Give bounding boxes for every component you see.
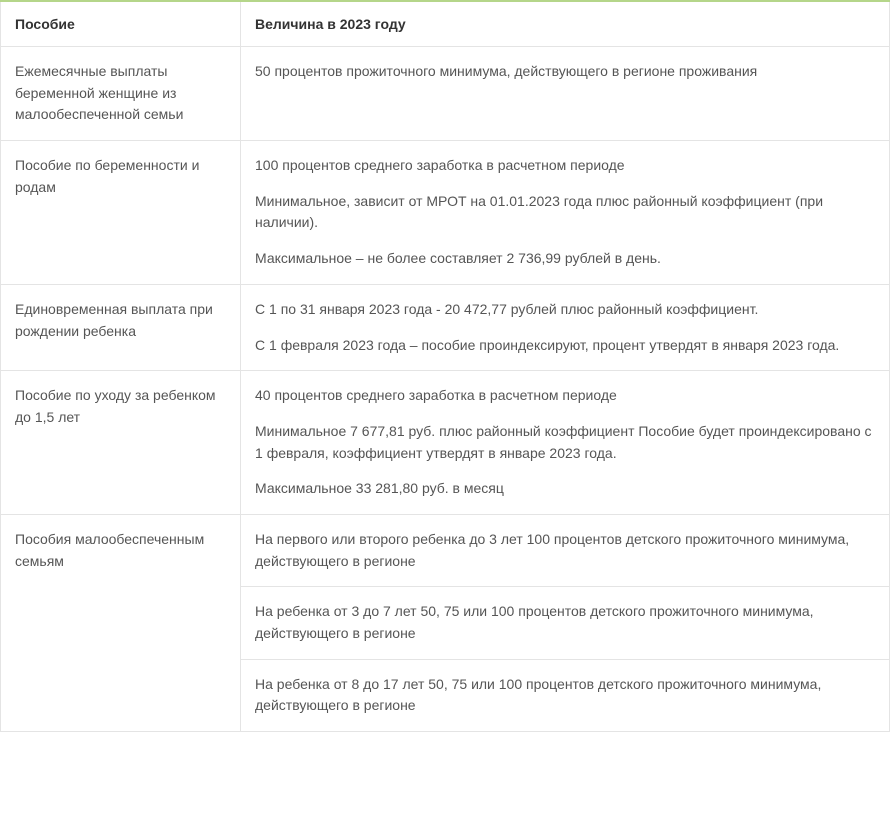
benefit-name-cell: Ежемесячные выплаты беременной женщине и… — [1, 47, 241, 141]
benefit-name-cell: Пособие по беременности и родам — [1, 141, 241, 285]
value-paragraph: С 1 по 31 января 2023 года - 20 472,77 р… — [255, 299, 875, 321]
benefit-value-cell: 40 процентов среднего заработка в расчет… — [241, 371, 890, 515]
table-row: Пособия малообеспеченным семьямНа первог… — [1, 514, 890, 586]
value-paragraph: Максимальное – не более составляет 2 736… — [255, 248, 875, 270]
benefit-value-cell: На первого или второго ребенка до 3 лет … — [241, 514, 890, 586]
benefit-value-cell: На ребенка от 3 до 7 лет 50, 75 или 100 … — [241, 587, 890, 659]
value-paragraph: С 1 февраля 2023 года – пособие проиндек… — [255, 335, 875, 357]
benefit-name-cell: Пособие по уходу за ребенком до 1,5 лет — [1, 371, 241, 515]
benefit-name-cell: Единовременная выплата при рождении ребе… — [1, 284, 241, 370]
value-paragraph: Минимальное 7 677,81 руб. плюс районный … — [255, 421, 875, 464]
table-header-row: Пособие Величина в 2023 году — [1, 1, 890, 47]
table-row: Единовременная выплата при рождении ребе… — [1, 284, 890, 370]
benefit-value-cell: На ребенка от 8 до 17 лет 50, 75 или 100… — [241, 659, 890, 731]
col-header-amount: Величина в 2023 году — [241, 1, 890, 47]
col-header-benefit: Пособие — [1, 1, 241, 47]
benefits-table: Пособие Величина в 2023 году Ежемесячные… — [0, 0, 890, 732]
benefit-value-cell: С 1 по 31 января 2023 года - 20 472,77 р… — [241, 284, 890, 370]
table-row: Пособие по беременности и родам 100 проце… — [1, 141, 890, 285]
table-row: Ежемесячные выплаты беременной женщине и… — [1, 47, 890, 141]
value-paragraph: Максимальное 33 281,80 руб. в месяц — [255, 478, 875, 500]
table-row: Пособие по уходу за ребенком до 1,5 лет 4… — [1, 371, 890, 515]
table-body: Ежемесячные выплаты беременной женщине и… — [1, 47, 890, 732]
value-paragraph: 50 процентов прожиточного минимума, дейс… — [255, 61, 875, 83]
value-paragraph: На первого или второго ребенка до 3 лет … — [255, 529, 875, 572]
value-paragraph: 100 процентов среднего заработка в расче… — [255, 155, 875, 177]
value-paragraph: Минимальное, зависит от МРОТ на 01.01.20… — [255, 191, 875, 234]
benefit-name-cell: Пособия малообеспеченным семьям — [1, 514, 241, 731]
value-paragraph: На ребенка от 8 до 17 лет 50, 75 или 100… — [255, 674, 875, 717]
value-paragraph: На ребенка от 3 до 7 лет 50, 75 или 100 … — [255, 601, 875, 644]
benefit-value-cell: 50 процентов прожиточного минимума, дейс… — [241, 47, 890, 141]
benefit-value-cell: 100 процентов среднего заработка в расче… — [241, 141, 890, 285]
value-paragraph: 40 процентов среднего заработка в расчет… — [255, 385, 875, 407]
